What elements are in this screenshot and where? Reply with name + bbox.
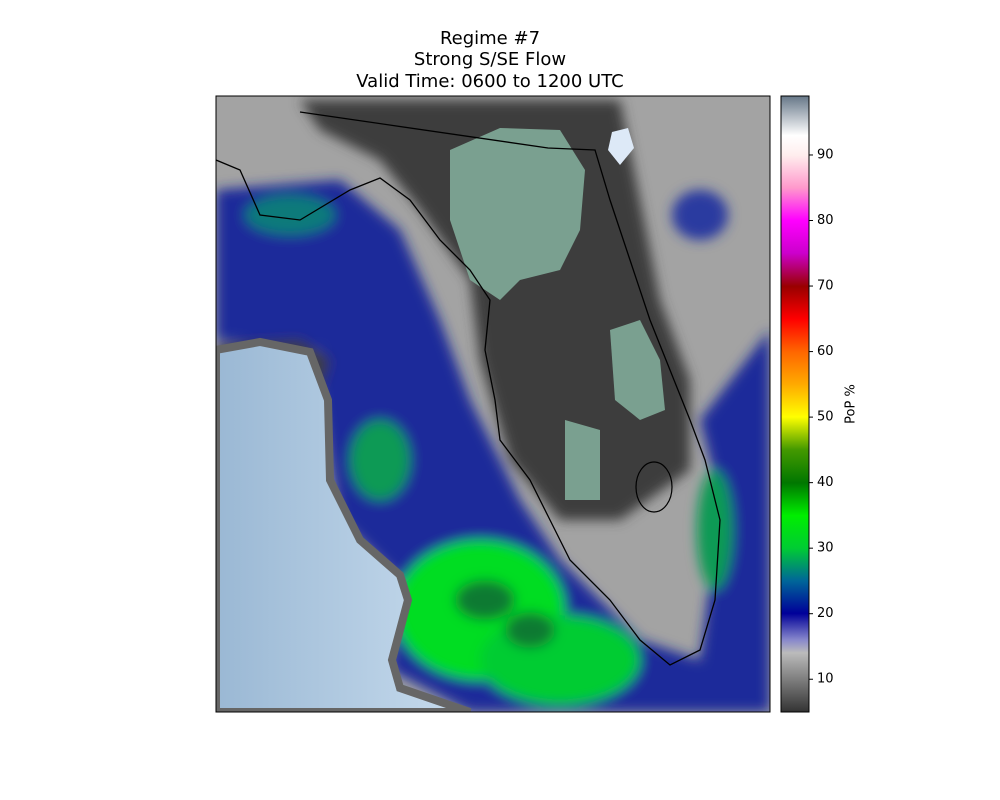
title-line: Valid Time: 0600 to 1200 UTC xyxy=(356,71,623,92)
title-line: Regime #7 xyxy=(440,28,540,49)
tick-label: 40 xyxy=(817,475,834,490)
colorbar-label: PoP % xyxy=(844,384,859,424)
colorbar-ticks: 10 20 30 40 50 60 70 80 90 xyxy=(809,147,834,687)
title-line: Strong S/SE Flow xyxy=(414,49,566,70)
colorbar xyxy=(780,95,810,713)
map-frame xyxy=(215,95,771,713)
tick-label: 90 xyxy=(817,147,834,162)
tick-label: 80 xyxy=(817,213,834,228)
tick-label: 70 xyxy=(817,279,834,294)
tick-label: 20 xyxy=(817,606,834,621)
tick-label: 30 xyxy=(817,541,834,556)
tick-label: 10 xyxy=(817,672,834,687)
tick-label: 60 xyxy=(817,344,834,359)
tick-label: 50 xyxy=(817,410,834,425)
map xyxy=(216,96,770,712)
